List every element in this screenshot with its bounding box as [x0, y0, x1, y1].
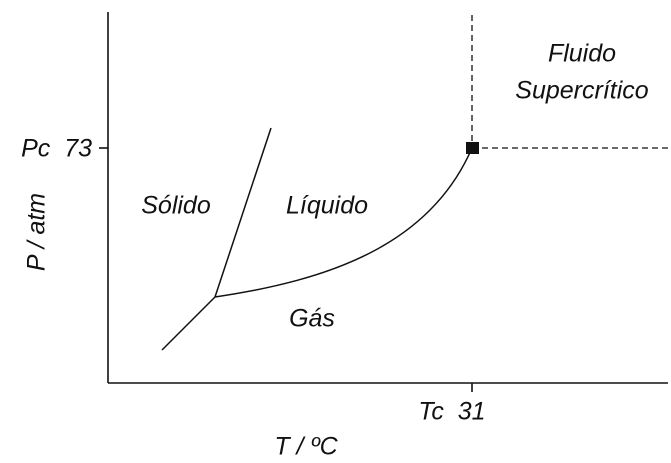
sublimation-curve — [161, 296, 216, 351]
region-label: Sólido — [141, 192, 211, 220]
fusion-curve — [214, 127, 272, 298]
region-label: Supercrítico — [515, 77, 648, 105]
y-tick-label: Pc 73 — [21, 135, 92, 163]
x-axis-label: T / ºC — [274, 433, 338, 461]
region-label: Gás — [289, 305, 335, 333]
vaporization-curve — [214, 147, 473, 298]
critical-point — [466, 142, 479, 154]
region-label: Fluido — [548, 40, 616, 68]
region-label: Líquido — [286, 192, 368, 220]
y-axis-label: P / atm — [23, 193, 51, 271]
x-tick-label: Tc 31 — [418, 398, 485, 426]
